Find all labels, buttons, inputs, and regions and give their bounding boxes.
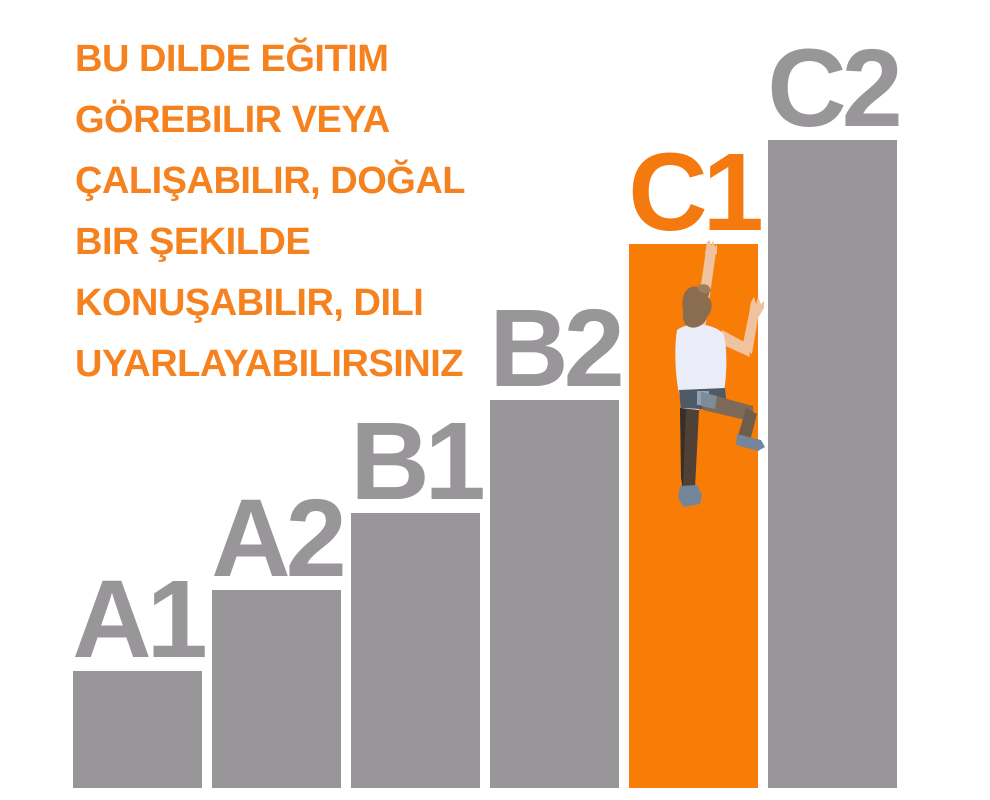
- level-label-c1: C1: [628, 131, 764, 254]
- climber-head: [682, 285, 712, 328]
- climber-forearm-right: [742, 309, 759, 354]
- level-bar-a1: [73, 671, 202, 788]
- level-label-a1: A1: [72, 558, 208, 681]
- description-line: BU DILDE EĞITIM: [75, 38, 389, 80]
- level-bar-b2: [490, 400, 619, 788]
- climber-arm-right: [722, 330, 750, 357]
- climber-hand-top: [705, 240, 717, 254]
- level-bar-b1: [351, 513, 480, 788]
- climber-leg-right-calf: [738, 408, 757, 441]
- description-line: UYARLAYABILIRSINIZ: [75, 343, 463, 385]
- climber-harness-strap: [701, 392, 717, 409]
- climber-shoe-left: [678, 485, 702, 507]
- climber-illustration: [675, 240, 765, 507]
- level-description-text: BU DILDE EĞITIM GÖREBILIR VEYA ÇALIŞABIL…: [75, 29, 505, 395]
- climber-torso: [675, 324, 727, 398]
- description-line: GÖREBILIR VEYA: [75, 99, 390, 141]
- climber-shoe-right: [736, 434, 765, 451]
- level-label-c2: C2: [767, 27, 903, 150]
- climber-hair-swoosh: [697, 284, 711, 294]
- level-bar-a2: [212, 590, 341, 788]
- description-line: KONUŞABILIR, DILI: [75, 282, 424, 324]
- climber-leg-left-shadow: [680, 408, 686, 489]
- level-label-a2: A2: [211, 477, 347, 600]
- description-line: BIR ŞEKILDE: [75, 221, 311, 263]
- level-bar-c2: [768, 140, 897, 788]
- level-label-b2: B2: [489, 287, 625, 410]
- climber-hand-right: [749, 297, 764, 318]
- level-label-b1: B1: [350, 400, 486, 523]
- description-line: ÇALIŞABILIR, DOĞAL: [75, 160, 465, 202]
